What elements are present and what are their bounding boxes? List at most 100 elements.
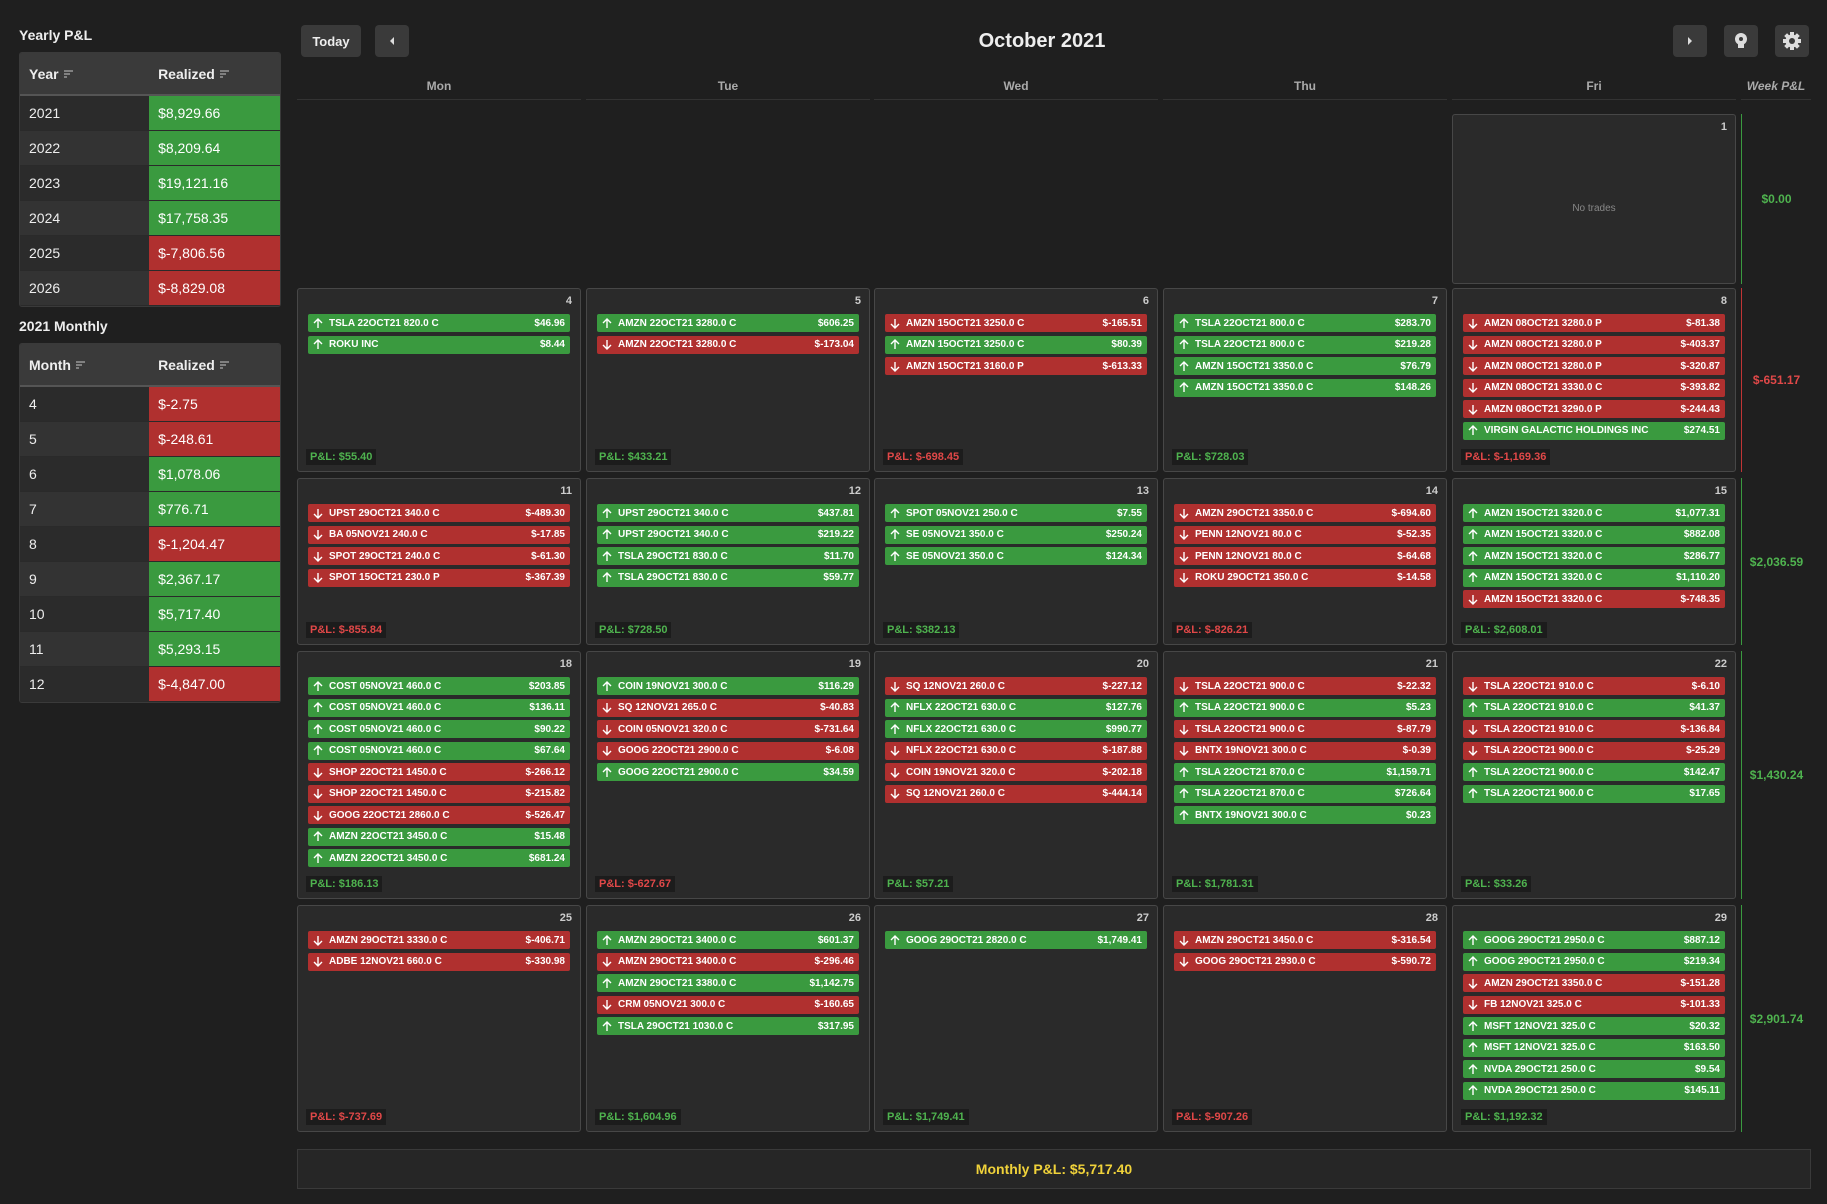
trade-row[interactable]: CRM 05NOV21 300.0 C $-160.65 (597, 995, 859, 1014)
trade-row[interactable]: AMZN 08OCT21 3330.0 C $-393.82 (1463, 378, 1725, 397)
trade-row[interactable]: AMZN 22OCT21 3280.0 C $606.25 (597, 314, 859, 332)
day-cell[interactable]: 25 AMZN 29OCT21 3330.0 C $-406.71 ADBE 12NO… (297, 905, 581, 1132)
trade-row[interactable]: NVDA 29OCT21 250.0 C $145.11 (1463, 1081, 1725, 1100)
trade-row[interactable]: TSLA 29OCT21 1030.0 C $317.95 (597, 1017, 859, 1035)
trade-row[interactable]: GOOG 29OCT21 2950.0 C $219.34 (1463, 952, 1725, 971)
trade-row[interactable]: AMZN 15OCT21 3320.0 C $-748.35 (1463, 590, 1725, 608)
trade-row[interactable]: TSLA 22OCT21 910.0 C $-136.84 (1463, 720, 1725, 738)
trade-row[interactable]: AMZN 29OCT21 3350.0 C $-694.60 (1174, 504, 1436, 522)
insights-button[interactable] (1724, 25, 1758, 57)
trade-row[interactable]: SQ 12NOV21 265.0 C $-40.83 (597, 698, 859, 717)
day-cell[interactable]: 26 AMZN 29OCT21 3400.0 C $601.37 AMZN 29OCT… (586, 905, 870, 1132)
trade-row[interactable]: TSLA 29OCT21 830.0 C $11.70 (597, 547, 859, 565)
trade-row[interactable]: GOOG 29OCT21 2820.0 C $1,749.41 (885, 931, 1147, 949)
trade-row[interactable]: TSLA 22OCT21 900.0 C $-87.79 (1174, 720, 1436, 738)
trade-row[interactable]: GOOG 29OCT21 2950.0 C $887.12 (1463, 931, 1725, 949)
trade-row[interactable]: NFLX 22OCT21 630.0 C $127.76 (885, 698, 1147, 717)
trade-row[interactable]: SPOT 29OCT21 240.0 C $-61.30 (308, 547, 570, 565)
trade-row[interactable]: COIN 19NOV21 300.0 C $116.29 (597, 677, 859, 695)
trade-row[interactable]: TSLA 22OCT21 800.0 C $283.70 (1174, 314, 1436, 332)
trade-row[interactable]: ROKU 29OCT21 350.0 C $-14.58 (1174, 568, 1436, 587)
trade-row[interactable]: TSLA 22OCT21 900.0 C $5.23 (1174, 698, 1436, 717)
day-cell[interactable]: 5 AMZN 22OCT21 3280.0 C $606.25 AMZN 22OCT2… (586, 288, 870, 472)
trade-row[interactable]: AMZN 08OCT21 3280.0 P $-403.37 (1463, 335, 1725, 354)
trade-row[interactable]: COIN 19NOV21 320.0 C $-202.18 (885, 763, 1147, 781)
trade-row[interactable]: VIRGIN GALACTIC HOLDINGS INC $274.51 (1463, 421, 1725, 440)
trade-row[interactable]: TSLA 22OCT21 800.0 C $219.28 (1174, 335, 1436, 354)
trade-row[interactable]: FB 12NOV21 325.0 C $-101.33 (1463, 995, 1725, 1014)
trade-row[interactable]: AMZN 22OCT21 3450.0 C $15.48 (308, 827, 570, 846)
trade-row[interactable]: GOOG 22OCT21 2900.0 C $34.59 (597, 763, 859, 781)
trade-row[interactable]: GOOG 22OCT21 2900.0 C $-6.08 (597, 741, 859, 760)
trade-row[interactable]: SQ 12NOV21 260.0 C $-444.14 (885, 784, 1147, 803)
day-cell[interactable]: 4 TSLA 22OCT21 820.0 C $46.96 ROKU INC $8.44… (297, 288, 581, 472)
trade-row[interactable]: AMZN 08OCT21 3290.0 P $-244.43 (1463, 400, 1725, 418)
trade-row[interactable]: SPOT 05NOV21 250.0 C $7.55 (885, 504, 1147, 522)
trade-row[interactable]: AMZN 15OCT21 3320.0 C $1,077.31 (1463, 504, 1725, 522)
trade-row[interactable]: UPST 29OCT21 340.0 C $-489.30 (308, 504, 570, 522)
trade-row[interactable]: BA 05NOV21 240.0 C $-17.85 (308, 525, 570, 544)
column-header[interactable]: Realized (149, 344, 280, 385)
trade-row[interactable]: GOOG 29OCT21 2930.0 C $-590.72 (1174, 952, 1436, 971)
trade-row[interactable]: AMZN 15OCT21 3250.0 C $-165.51 (885, 314, 1147, 332)
trade-row[interactable]: TSLA 22OCT21 900.0 C $142.47 (1463, 763, 1725, 781)
column-header[interactable]: Realized (149, 53, 280, 94)
column-header[interactable]: Month (20, 344, 149, 385)
trade-row[interactable]: AMZN 15OCT21 3350.0 C $148.26 (1174, 378, 1436, 397)
trade-row[interactable]: AMZN 08OCT21 3280.0 P $-320.87 (1463, 357, 1725, 375)
trade-row[interactable]: UPST 29OCT21 340.0 C $437.81 (597, 504, 859, 522)
day-cell[interactable]: 1 No trades (1452, 114, 1736, 284)
trade-row[interactable]: SE 05NOV21 350.0 C $124.34 (885, 547, 1147, 565)
prev-month-button[interactable] (375, 25, 409, 57)
trade-row[interactable]: MSFT 12NOV21 325.0 C $20.32 (1463, 1017, 1725, 1035)
trade-row[interactable]: BNTX 19NOV21 300.0 C $0.23 (1174, 806, 1436, 824)
trade-row[interactable]: SHOP 22OCT21 1450.0 C $-215.82 (308, 784, 570, 803)
day-cell[interactable]: 6 AMZN 15OCT21 3250.0 C $-165.51 AMZN 15OCT… (874, 288, 1158, 472)
settings-button[interactable] (1775, 25, 1809, 57)
trade-row[interactable]: AMZN 29OCT21 3400.0 C $601.37 (597, 931, 859, 949)
day-cell[interactable]: 29 GOOG 29OCT21 2950.0 C $887.12 GOOG 29OCT… (1452, 905, 1736, 1132)
trade-row[interactable]: TSLA 22OCT21 910.0 C $-6.10 (1463, 677, 1725, 695)
trade-row[interactable]: AMZN 15OCT21 3160.0 P $-613.33 (885, 357, 1147, 375)
trade-row[interactable]: TSLA 22OCT21 900.0 C $-25.29 (1463, 741, 1725, 760)
trade-row[interactable]: AMZN 15OCT21 3320.0 C $882.08 (1463, 525, 1725, 544)
day-cell[interactable]: 13 SPOT 05NOV21 250.0 C $7.55 SE 05NOV21 35… (874, 478, 1158, 645)
trade-row[interactable]: AMZN 29OCT21 3450.0 C $-316.54 (1174, 931, 1436, 949)
trade-row[interactable]: AMZN 22OCT21 3450.0 C $681.24 (308, 849, 570, 867)
trade-row[interactable]: MSFT 12NOV21 325.0 C $163.50 (1463, 1038, 1725, 1057)
day-cell[interactable]: 12 UPST 29OCT21 340.0 C $437.81 UPST 29OCT2… (586, 478, 870, 645)
day-cell[interactable]: 11 UPST 29OCT21 340.0 C $-489.30 BA 05NOV21… (297, 478, 581, 645)
day-cell[interactable]: 27 GOOG 29OCT21 2820.0 C $1,749.41 P&L: $1,… (874, 905, 1158, 1132)
day-cell[interactable]: 8 AMZN 08OCT21 3280.0 P $-81.38 AMZN 08OCT2… (1452, 288, 1736, 472)
trade-row[interactable]: SPOT 15OCT21 230.0 P $-367.39 (308, 568, 570, 587)
day-cell[interactable]: 15 AMZN 15OCT21 3320.0 C $1,077.31 AMZN 15O… (1452, 478, 1736, 645)
day-cell[interactable]: 18 COST 05NOV21 460.0 C $203.85 COST 05NOV2… (297, 651, 581, 899)
trade-row[interactable]: NVDA 29OCT21 250.0 C $9.54 (1463, 1060, 1725, 1078)
trade-row[interactable]: AMZN 15OCT21 3320.0 C $286.77 (1463, 547, 1725, 565)
today-button[interactable]: Today (301, 25, 361, 57)
trade-row[interactable]: AMZN 29OCT21 3400.0 C $-296.46 (597, 952, 859, 971)
trade-row[interactable]: SHOP 22OCT21 1450.0 C $-266.12 (308, 763, 570, 781)
trade-row[interactable]: TSLA 22OCT21 910.0 C $41.37 (1463, 698, 1725, 717)
trade-row[interactable]: AMZN 29OCT21 3350.0 C $-151.28 (1463, 974, 1725, 992)
trade-row[interactable]: SQ 12NOV21 260.0 C $-227.12 (885, 677, 1147, 695)
trade-row[interactable]: COST 05NOV21 460.0 C $67.64 (308, 741, 570, 760)
trade-row[interactable]: COIN 05NOV21 320.0 C $-731.64 (597, 720, 859, 738)
trade-row[interactable]: BNTX 19NOV21 300.0 C $-0.39 (1174, 741, 1436, 760)
trade-row[interactable]: ADBE 12NOV21 660.0 C $-330.98 (308, 952, 570, 971)
trade-row[interactable]: TSLA 22OCT21 900.0 C $-22.32 (1174, 677, 1436, 695)
next-month-button[interactable] (1673, 25, 1707, 57)
day-cell[interactable]: 22 TSLA 22OCT21 910.0 C $-6.10 TSLA 22OCT21… (1452, 651, 1736, 899)
trade-row[interactable]: GOOG 22OCT21 2860.0 C $-526.47 (308, 806, 570, 824)
trade-row[interactable]: NFLX 22OCT21 630.0 C $-187.88 (885, 741, 1147, 760)
trade-row[interactable]: TSLA 22OCT21 870.0 C $726.64 (1174, 784, 1436, 803)
column-header[interactable]: Year (20, 53, 149, 94)
trade-row[interactable]: NFLX 22OCT21 630.0 C $990.77 (885, 720, 1147, 738)
trade-row[interactable]: TSLA 22OCT21 870.0 C $1,159.71 (1174, 763, 1436, 781)
day-cell[interactable]: 20 SQ 12NOV21 260.0 C $-227.12 NFLX 22OCT21… (874, 651, 1158, 899)
trade-row[interactable]: SE 05NOV21 350.0 C $250.24 (885, 525, 1147, 544)
day-cell[interactable]: 28 AMZN 29OCT21 3450.0 C $-316.54 GOOG 29OC… (1163, 905, 1447, 1132)
day-cell[interactable]: 14 AMZN 29OCT21 3350.0 C $-694.60 PENN 12NO… (1163, 478, 1447, 645)
trade-row[interactable]: UPST 29OCT21 340.0 C $219.22 (597, 525, 859, 544)
trade-row[interactable]: AMZN 15OCT21 3250.0 C $80.39 (885, 335, 1147, 354)
